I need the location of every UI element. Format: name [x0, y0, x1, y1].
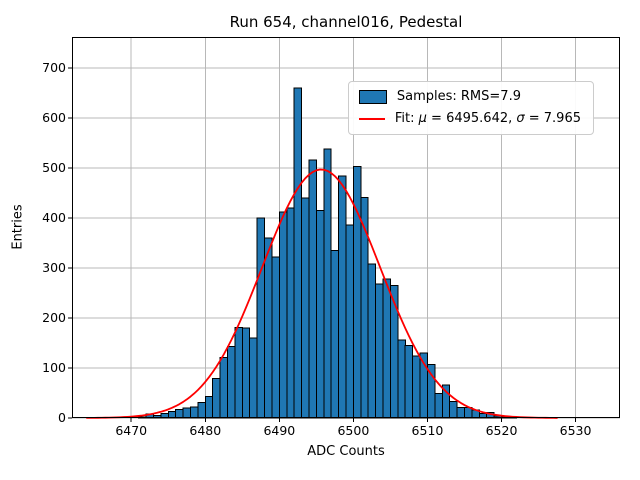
y-tick-label: 400 — [42, 210, 66, 225]
x-tick-label: 6490 — [263, 423, 296, 438]
legend-label-fit: Fit: μ = 6495.642, σ = 7.965 — [394, 111, 581, 126]
chart-title: Run 654, channel016, Pedestal — [229, 13, 463, 31]
legend-item-samples: Samples: RMS=7.9 — [358, 89, 581, 105]
legend: Samples: RMS=7.9 Fit: μ = 6495.642, σ = … — [347, 81, 594, 135]
x-tick-label: 6470 — [115, 423, 148, 438]
y-tick-label: 600 — [42, 110, 66, 125]
y-tick-label: 100 — [42, 360, 66, 375]
y-tick-label: 300 — [42, 260, 66, 275]
legend-swatch-samples — [358, 90, 387, 104]
x-tick-label: 6480 — [189, 423, 222, 438]
legend-label-samples: Samples: RMS=7.9 — [396, 89, 521, 104]
y-tick-label: 200 — [42, 310, 66, 325]
x-tick-label: 6520 — [485, 423, 518, 438]
x-tick-label: 6510 — [411, 423, 444, 438]
y-tick-label: 700 — [42, 60, 66, 75]
plot-area: Samples: RMS=7.9 Fit: μ = 6495.642, σ = … — [68, 37, 620, 422]
y-tick-label: 0 — [58, 410, 66, 425]
x-tick-label: 6500 — [337, 423, 370, 438]
x-tick-label: 6530 — [559, 423, 592, 438]
x-axis-label: ADC Counts — [307, 444, 385, 459]
legend-line-fit — [358, 117, 385, 121]
y-tick-label: 500 — [42, 160, 66, 175]
legend-item-fit: Fit: μ = 6495.642, σ = 7.965 — [358, 111, 581, 127]
